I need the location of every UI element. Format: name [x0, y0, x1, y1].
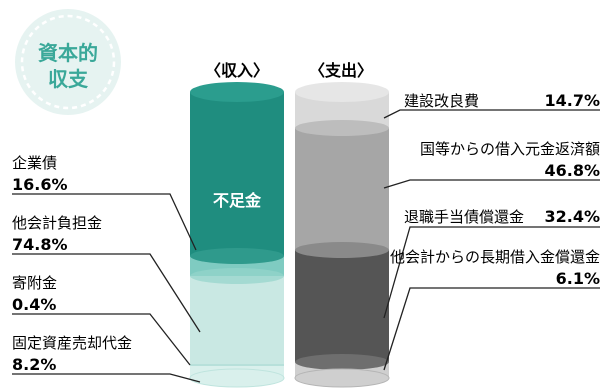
- badge-line2: 収支: [48, 67, 89, 91]
- value-other-account-loan: 6.1%: [556, 269, 600, 288]
- value-asset-sale: 8.2%: [12, 355, 56, 374]
- label-bonds: 企業債: [12, 154, 57, 172]
- leader-donation: [12, 313, 191, 366]
- section-badge: 資本的 収支: [15, 9, 121, 115]
- expense-bar-title: 〈支出〉: [309, 61, 373, 80]
- badge-line1: 資本的: [38, 41, 98, 65]
- expense-segment-retirement-bond: [295, 250, 389, 362]
- expense-segment-national-loan: [295, 128, 389, 250]
- value-retirement-bond: 32.4%: [544, 207, 600, 226]
- income-bottom-ellipse: [189, 368, 285, 388]
- income-bar-title: 〈収入〉: [205, 61, 269, 80]
- income-shortfall-label: 不足金: [213, 191, 262, 210]
- income-cylinder: 不足金: [189, 82, 285, 388]
- label-construction: 建設改良費: [404, 92, 479, 110]
- value-national-loan: 46.8%: [544, 161, 600, 180]
- label-retirement-bond: 退職手当債償還金: [404, 208, 524, 226]
- badge-circle: [15, 9, 121, 115]
- label-other-account: 他会計負担金: [12, 214, 102, 232]
- leader-retirement-bond: [383, 226, 600, 319]
- label-asset-sale: 固定資産売却代金: [12, 334, 132, 352]
- income-leader-lines: [12, 193, 201, 383]
- label-donation: 寄附金: [12, 274, 57, 292]
- income-segment-donation: [190, 364, 284, 366]
- income-segment-other-account: [190, 276, 284, 364]
- value-construction: 14.7%: [544, 91, 600, 110]
- expense-ellipse-national: [295, 120, 389, 136]
- income-ellipse-other: [190, 268, 284, 284]
- expense-ellipse-retirement: [295, 242, 389, 258]
- label-national-loan: 国等からの借入元金返済額: [420, 140, 600, 158]
- value-donation: 0.4%: [12, 295, 56, 314]
- expense-top-ellipse: [295, 82, 389, 102]
- expense-ellipse-other: [295, 354, 389, 370]
- expense-bottom-ellipse: [294, 368, 390, 388]
- leader-other-account-loan: [383, 287, 600, 371]
- label-other-account-loan: 他会計からの長期借入金償還金: [390, 248, 600, 266]
- badge-dashed-ring: [20, 14, 116, 110]
- leader-other-account: [12, 253, 201, 333]
- income-ellipse-bonds: [190, 248, 284, 264]
- leader-asset-sale: [12, 373, 201, 383]
- income-segment-shortfall: [190, 92, 284, 256]
- income-top-ellipse: [190, 82, 284, 102]
- expense-cylinder: [294, 82, 390, 388]
- leader-national-loan: [383, 179, 600, 189]
- value-other-account: 74.8%: [12, 235, 68, 254]
- expense-leader-lines: [383, 109, 600, 371]
- leader-construction: [383, 109, 600, 119]
- leader-bonds: [12, 193, 197, 251]
- value-bonds: 16.6%: [12, 175, 68, 194]
